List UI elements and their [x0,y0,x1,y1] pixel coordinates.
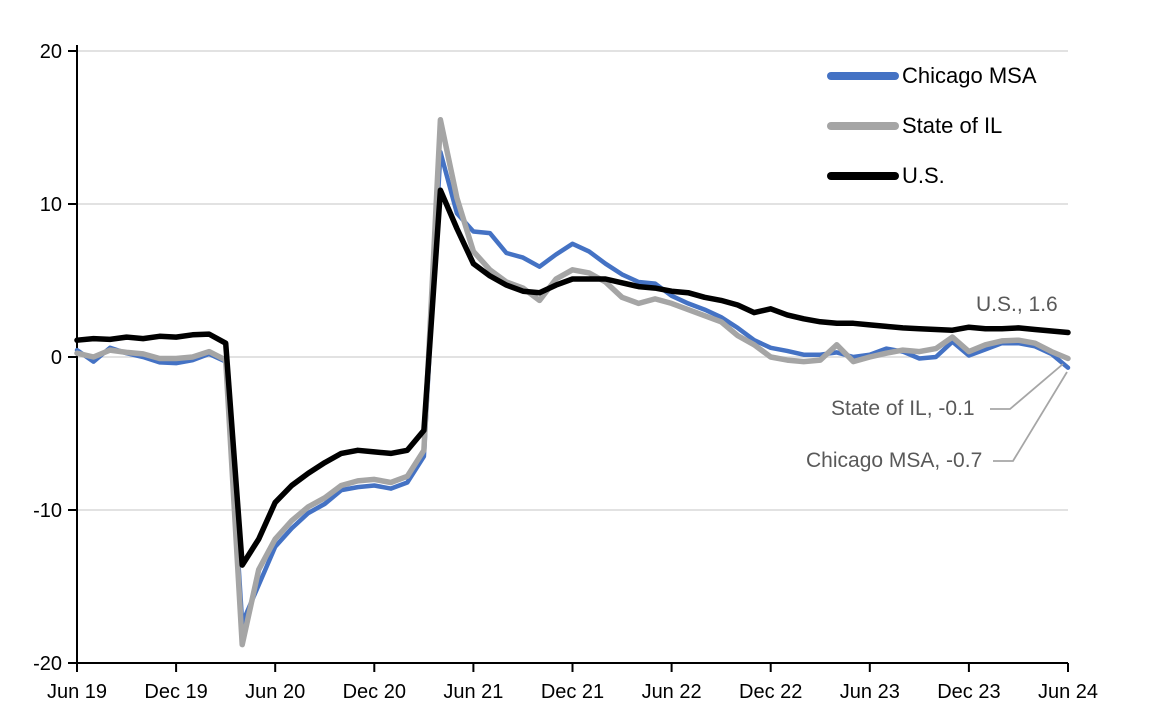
y-axis-tick-label: -20 [33,653,62,675]
legend-label-state-of-il: State of IL [902,113,1003,138]
x-axis-tick-label: Dec 20 [343,681,406,703]
series-line-state-of-il [74,117,1071,648]
x-axis-tick-label: Dec 21 [541,681,604,703]
annotation-chicago-msa-latest-value: Chicago MSA, -0.7 [806,449,983,472]
x-axis-tick-label: Jun 19 [47,681,107,703]
legend-item-us: U.S. [827,158,1037,194]
y-axis-tick-label: 10 [40,194,62,216]
y-axis-tick-label: -10 [33,500,62,522]
x-axis-tick-label: Dec 22 [739,681,802,703]
y-axis-tick-label: 0 [51,347,62,369]
legend-item-state-of-il: State of IL [827,108,1037,144]
chicago-msa-leader-line [993,371,1068,462]
chicago-msa-line-swatch-icon [827,72,899,80]
x-axis-tick-label: Dec 23 [937,681,1000,703]
x-axis-tick-label: Jun 20 [245,681,305,703]
legend: Chicago MSA State of IL U.S. [827,58,1037,208]
x-axis-tick-label: Jun 23 [840,681,900,703]
legend-label-us: U.S. [902,163,945,188]
series-line-u-s- [74,187,1071,568]
annotation-us-latest-value: U.S., 1.6 [976,293,1058,316]
annotation-state-of-il-latest-value: State of IL, -0.1 [831,397,975,420]
x-axis-tick-label: Dec 19 [144,681,207,703]
state-of-il-line-swatch-icon [827,122,899,130]
y-axis-tick-label: 20 [40,41,62,63]
us-line-swatch-icon [827,172,899,180]
x-axis-tick-label: Jun 24 [1038,681,1098,703]
legend-item-chicago-msa: Chicago MSA [827,58,1037,94]
x-axis-tick-label: Jun 21 [443,681,503,703]
x-axis-tick-label: Jun 22 [642,681,702,703]
state-of-il-leader-line [990,363,1064,410]
legend-label-chicago-msa: Chicago MSA [902,63,1037,88]
